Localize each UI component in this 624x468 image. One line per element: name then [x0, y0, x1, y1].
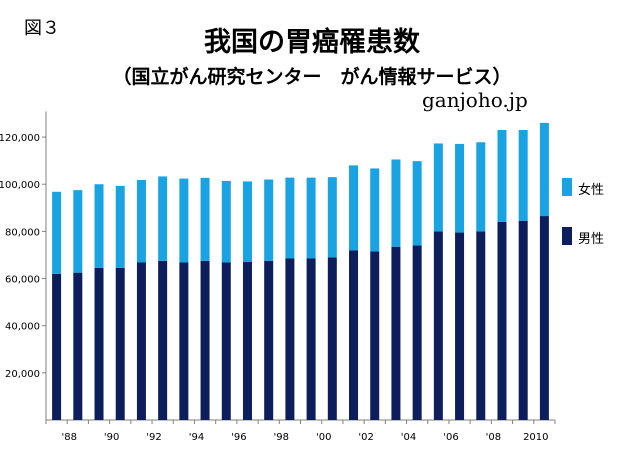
bar-female-1996 [242, 181, 252, 263]
bar-female-2002 [370, 168, 380, 252]
bar-male-2000 [327, 257, 337, 420]
source-label: ganjoho.jp [422, 88, 528, 112]
bar-female-2007 [476, 142, 486, 232]
x-tick-label: '92 [146, 432, 161, 443]
bar-female-1995 [221, 180, 231, 263]
bar-male-1996 [242, 262, 252, 420]
x-tick-label: '96 [231, 432, 246, 443]
x-tick-label: '06 [443, 432, 458, 443]
y-tick-label: 40,000 [5, 322, 40, 333]
y-tick-label: 120,000 [0, 133, 40, 144]
bar-male-1990 [115, 267, 125, 420]
legend-label-male: 男性 [578, 232, 605, 247]
y-tick-label: 20,000 [5, 369, 40, 380]
bar-female-1989 [94, 184, 104, 268]
y-tick-label: 100,000 [0, 180, 40, 191]
x-tick-label: '00 [316, 432, 331, 443]
x-tick-label: 2010 [523, 432, 548, 443]
bar-female-2010 [539, 122, 549, 217]
bar-female-1990 [115, 185, 125, 268]
bar-female-1988 [73, 190, 83, 273]
bar-male-1998 [285, 258, 295, 420]
bar-male-1995 [221, 262, 231, 420]
bar-male-1991 [136, 262, 146, 420]
bar-female-1992 [158, 176, 168, 261]
chart-subtitle: （国立がん研究センター がん情報サービス） [112, 66, 512, 88]
x-tick-label: '08 [486, 432, 501, 443]
x-tick-label: '90 [104, 432, 119, 443]
bar-female-1993 [179, 178, 189, 263]
y-tick-label: 80,000 [5, 227, 40, 238]
bar-female-2004 [412, 161, 422, 246]
bar-male-2006 [455, 232, 465, 420]
bar-female-2006 [455, 143, 465, 233]
x-tick-label: '88 [61, 432, 76, 443]
bar-female-1997 [264, 179, 274, 261]
bar-male-2003 [391, 246, 401, 420]
bar-female-1991 [136, 179, 146, 263]
bar-male-1992 [158, 260, 168, 420]
bar-male-1999 [306, 258, 316, 420]
bar-female-1999 [306, 177, 316, 259]
x-tick-label: '98 [274, 432, 289, 443]
bar-male-2010 [539, 216, 549, 420]
bar-female-2001 [349, 165, 359, 251]
bar-male-2004 [412, 245, 422, 420]
bar-female-1998 [285, 177, 295, 259]
bar-female-1987 [52, 191, 62, 274]
bar-male-2002 [370, 251, 380, 420]
bar-male-2008 [497, 221, 507, 420]
bar-male-1989 [94, 267, 104, 420]
bar-female-2000 [327, 177, 337, 258]
bar-male-2005 [433, 231, 443, 420]
bar-male-2001 [349, 250, 359, 420]
bar-male-1993 [179, 262, 189, 420]
legend-label-female: 女性 [578, 183, 605, 198]
chart-title: 我国の胃癌罹患数 [204, 27, 420, 58]
bar-male-1997 [264, 260, 274, 420]
bar-male-1987 [52, 273, 62, 420]
bar-female-2003 [391, 159, 401, 247]
bar-male-1994 [200, 260, 210, 420]
bar-female-2008 [497, 130, 507, 222]
legend-swatch-female [562, 178, 572, 196]
x-tick-label: '94 [189, 432, 204, 443]
figure-label: 図３ [24, 18, 60, 39]
bar-male-2009 [518, 220, 528, 420]
x-tick-label: '02 [358, 432, 373, 443]
bar-male-1988 [73, 272, 83, 420]
legend-swatch-male [562, 227, 572, 245]
bar-male-2007 [476, 231, 486, 420]
bar-female-1994 [200, 177, 210, 261]
y-tick-label: 60,000 [5, 275, 40, 286]
bar-female-2005 [433, 143, 443, 232]
bar-female-2009 [518, 130, 528, 221]
x-tick-label: '04 [401, 432, 416, 443]
